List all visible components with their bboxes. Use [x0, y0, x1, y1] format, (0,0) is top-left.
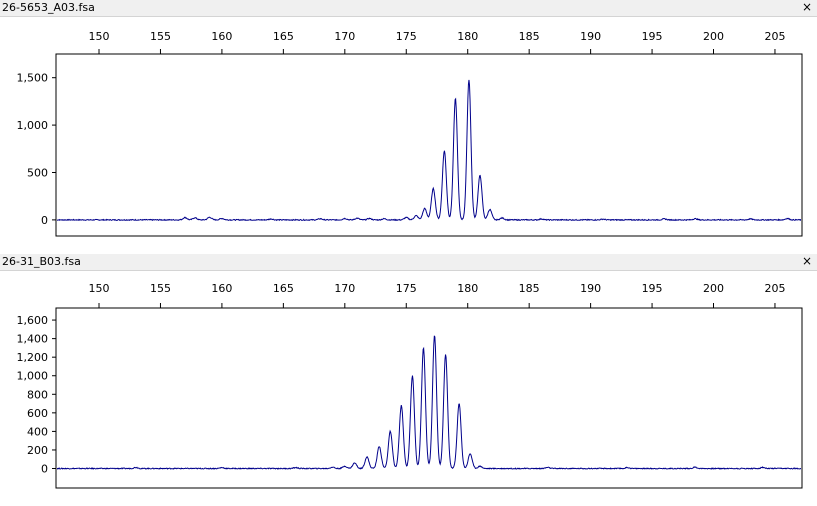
panel-header: 26-31_B03.fsa ×	[0, 254, 817, 271]
x-tick-label: 170	[334, 282, 355, 295]
y-tick-label: 600	[27, 407, 48, 420]
electropherogram-chart: 150 155 160 165 170 175 180 185 190 195 200 205 0 500…	[17, 30, 803, 237]
x-tick-label: 200	[703, 30, 724, 43]
x-tick-label: 160	[211, 282, 232, 295]
x-tick-label: 150	[89, 282, 110, 295]
y-tick-label: 1,400	[17, 333, 49, 346]
trace-line	[57, 79, 801, 222]
x-tick-label: 205	[764, 30, 785, 43]
x-tick-label: 190	[580, 282, 601, 295]
y-tick-label: 1,000	[17, 370, 49, 383]
x-tick-label: 175	[396, 282, 417, 295]
y-tick-label: 400	[27, 425, 48, 438]
y-tick-label: 500	[27, 166, 48, 179]
trace-panel-a03: 26-5653_A03.fsa × 150 155 160 165 170 175 180 1…	[0, 0, 817, 250]
y-tick-label: 1,200	[17, 351, 49, 364]
electropherogram-chart: 150 155 160 165 170 175 180 185 190 195 200 205 0 200…	[17, 282, 803, 489]
y-tick-label: 0	[41, 214, 48, 227]
close-icon[interactable]: ×	[801, 0, 813, 14]
x-tick-label: 180	[457, 282, 478, 295]
x-tick-label: 195	[642, 30, 663, 43]
trace-line	[57, 335, 801, 470]
x-tick-label: 200	[703, 282, 724, 295]
x-tick-label: 190	[580, 30, 601, 43]
plot-area	[55, 307, 803, 489]
x-tick-label: 155	[150, 282, 171, 295]
trace-panel-b03: 26-31_B03.fsa × 150 155 160 165 170 175 180 185…	[0, 254, 817, 502]
x-tick-label: 185	[519, 282, 540, 295]
y-tick-label: 800	[27, 388, 48, 401]
panel-title: 26-5653_A03.fsa	[2, 1, 95, 14]
x-tick-label: 195	[642, 282, 663, 295]
y-tick-label: 1,500	[17, 72, 49, 85]
x-tick-label: 185	[519, 30, 540, 43]
x-tick-label: 205	[764, 282, 785, 295]
close-icon[interactable]: ×	[801, 254, 813, 268]
y-tick-label: 0	[41, 463, 48, 476]
x-tick-label: 160	[211, 30, 232, 43]
x-tick-label: 165	[273, 30, 294, 43]
x-tick-label: 180	[457, 30, 478, 43]
panel-title: 26-31_B03.fsa	[2, 255, 81, 268]
panel-header: 26-5653_A03.fsa ×	[0, 0, 817, 17]
x-tick-label: 175	[396, 30, 417, 43]
x-tick-label: 150	[89, 30, 110, 43]
x-tick-label: 155	[150, 30, 171, 43]
x-tick-label: 165	[273, 282, 294, 295]
x-tick-label: 170	[334, 30, 355, 43]
y-tick-label: 200	[27, 444, 48, 457]
y-tick-label: 1,000	[17, 119, 49, 132]
y-tick-label: 1,600	[17, 314, 49, 327]
plot-area	[55, 53, 803, 237]
